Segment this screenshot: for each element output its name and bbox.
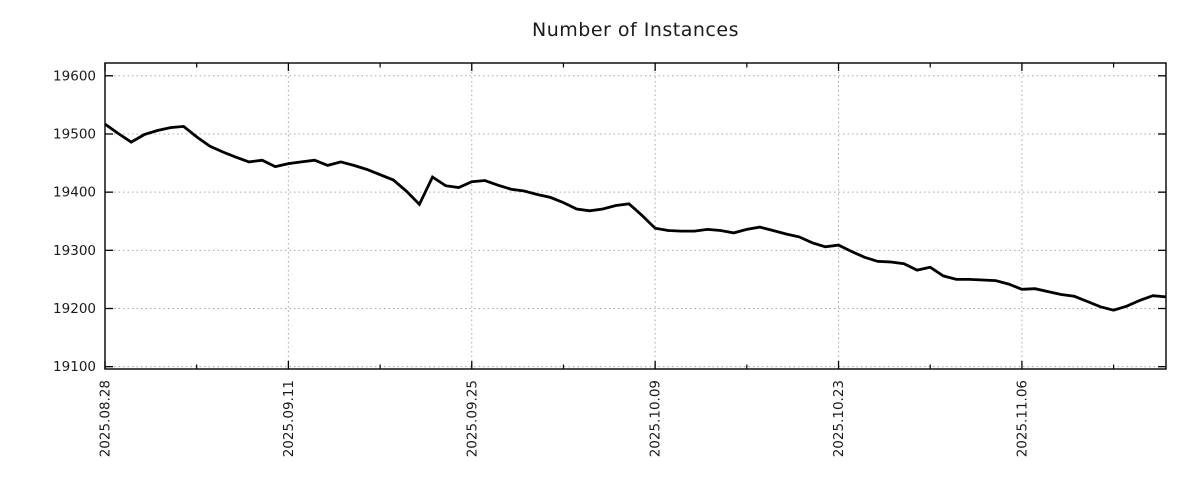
y-tick-label: 19600 <box>53 68 96 84</box>
x-tick-label: 2025.09.11 <box>281 380 297 457</box>
y-tick-label: 19300 <box>53 243 96 259</box>
chart-title: Number of Instances <box>532 19 739 41</box>
x-tick-label: 2025.10.23 <box>831 380 847 457</box>
y-tick-label: 19100 <box>53 359 96 375</box>
y-tick-label: 19200 <box>53 301 96 317</box>
y-tick-label: 19400 <box>53 185 96 201</box>
plot-border <box>104 62 1167 370</box>
x-tick-label: 2025.10.09 <box>648 380 664 457</box>
y-tick-label: 19500 <box>53 126 96 142</box>
x-tick-label: 2025.11.06 <box>1014 380 1030 457</box>
x-tick-label: 2025.08.28 <box>98 380 114 457</box>
x-tick-label: 2025.09.25 <box>464 380 480 457</box>
data-line <box>104 122 1167 312</box>
